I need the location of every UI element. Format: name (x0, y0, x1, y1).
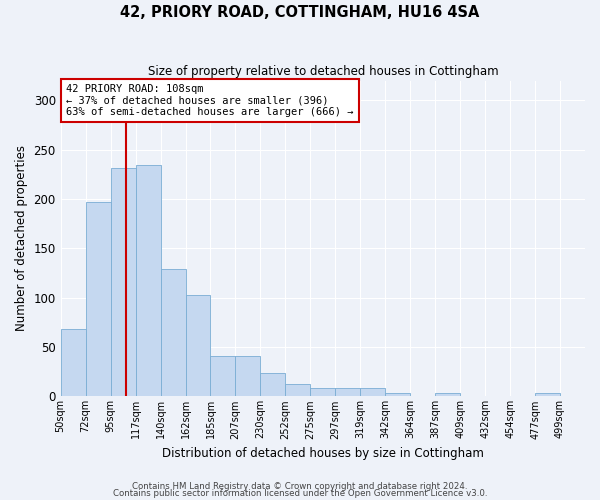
Bar (335, 388, 360, 396)
Bar (310, 388, 335, 396)
Bar (185, 294, 211, 396)
Text: Contains HM Land Registry data © Crown copyright and database right 2024.: Contains HM Land Registry data © Crown c… (132, 482, 468, 491)
Bar (61, 330, 86, 396)
Bar (86, 202, 110, 396)
Bar (535, 394, 560, 396)
Bar (211, 356, 235, 397)
X-axis label: Distribution of detached houses by size in Cottingham: Distribution of detached houses by size … (162, 447, 484, 460)
Bar (360, 388, 385, 396)
Bar (286, 384, 310, 396)
Text: Contains public sector information licensed under the Open Government Licence v3: Contains public sector information licen… (113, 489, 487, 498)
Text: 42 PRIORY ROAD: 108sqm
← 37% of detached houses are smaller (396)
63% of semi-de: 42 PRIORY ROAD: 108sqm ← 37% of detached… (66, 84, 353, 117)
Y-axis label: Number of detached properties: Number of detached properties (15, 146, 28, 332)
Bar (161, 269, 185, 396)
Text: 42, PRIORY ROAD, COTTINGHAM, HU16 4SA: 42, PRIORY ROAD, COTTINGHAM, HU16 4SA (121, 5, 479, 20)
Bar (136, 166, 161, 396)
Title: Size of property relative to detached houses in Cottingham: Size of property relative to detached ho… (148, 65, 498, 78)
Bar (435, 394, 460, 396)
Bar (260, 372, 286, 396)
Bar (385, 394, 410, 396)
Bar (235, 356, 260, 397)
Bar (110, 168, 136, 396)
